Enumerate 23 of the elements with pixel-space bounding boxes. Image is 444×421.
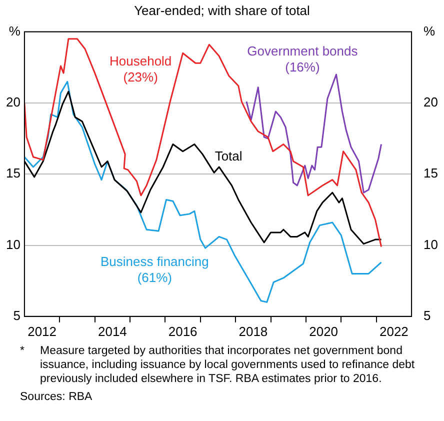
y2-tick-label: % <box>424 23 436 38</box>
chart-subtitle: Year-ended; with share of total <box>133 2 311 20</box>
text: * Measure targeted by authorities that incorporates net government bond issuance, including issuance by local governments used to refinance debt previously included elsewhere in TSF. RBA estimates prior to 2016. <box>20 345 415 385</box>
x-tick-label: 2022 <box>379 324 408 339</box>
y-tick-label: 15 <box>6 166 20 181</box>
y-tick-label: 5 <box>13 308 20 323</box>
x-tick-label: 2014 <box>98 324 127 339</box>
series-label: Business financing (61%) <box>100 254 209 285</box>
source-note: Sources: RBA <box>20 390 94 404</box>
y-tick-label: 10 <box>6 236 20 252</box>
series-label: Government bonds (16%) <box>247 43 358 74</box>
series-label: Total <box>214 148 242 164</box>
y2-tick-label: 10 <box>424 236 438 252</box>
y-tick-label: % <box>8 23 21 38</box>
y2-tick-label: 20 <box>424 94 438 110</box>
y2-tick-label: 15 <box>424 166 438 181</box>
x-tick-label: 2018 <box>238 324 268 339</box>
y2-tick-label: 5 <box>424 308 431 323</box>
series-label: Household (23%) <box>110 53 172 84</box>
x-tick-label: 2020 <box>309 324 338 339</box>
y-tick-label: 20 <box>6 94 20 110</box>
x-tick-label: 2012 <box>28 324 57 339</box>
x-tick-label: 2016 <box>168 324 198 339</box>
